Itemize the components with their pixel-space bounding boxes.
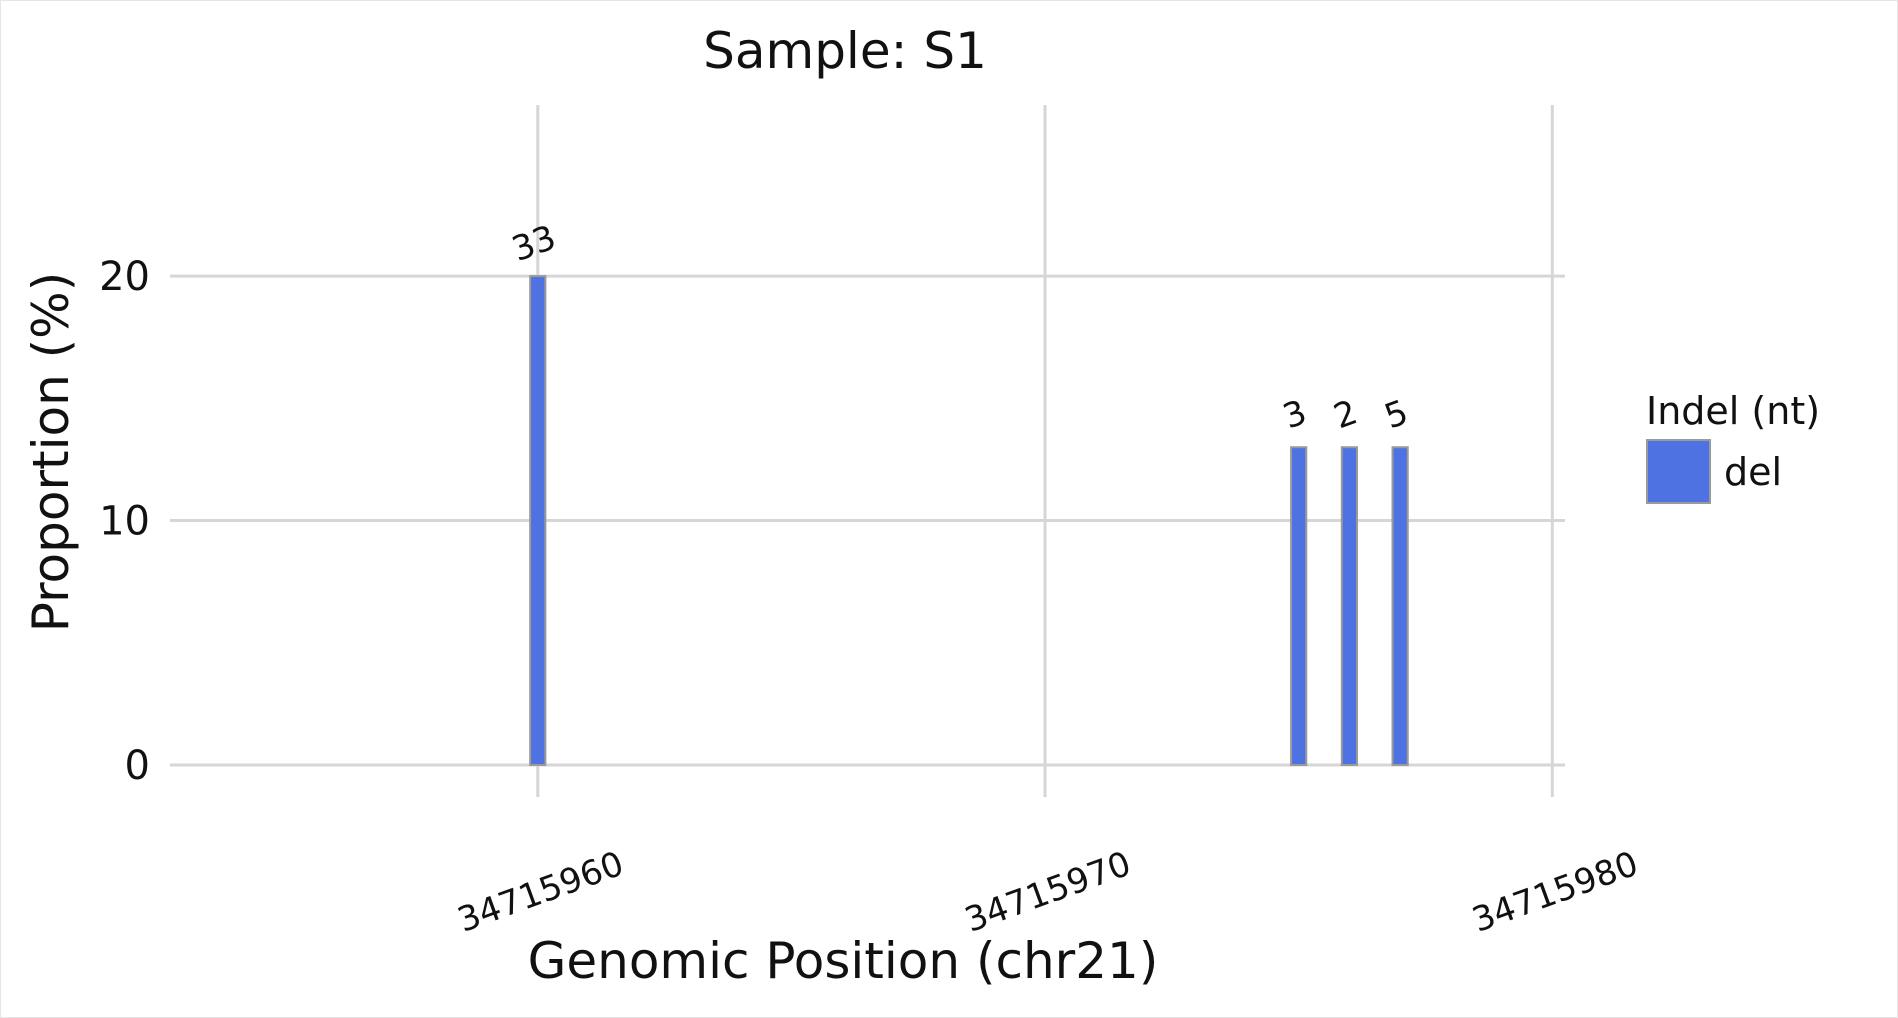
bar-label: 5 — [1379, 392, 1413, 437]
y-tick-label: 0 — [125, 743, 150, 789]
legend-title: Indel (nt) — [1646, 389, 1820, 433]
y-ticks: 0 10 20 — [99, 254, 150, 789]
legend: Indel (nt) del — [1646, 389, 1820, 504]
y-tick-label: 10 — [99, 499, 150, 545]
bar — [529, 275, 547, 766]
x-axis-label: Genomic Position (chr21) — [528, 932, 1159, 990]
bar-label: 33 — [507, 218, 561, 270]
bar-label: 2 — [1329, 392, 1363, 437]
legend-swatch-del — [1646, 439, 1711, 504]
x-tick-label: 34715970 — [960, 844, 1136, 941]
bars — [529, 275, 1409, 766]
x-tick-label: 34715960 — [453, 844, 629, 941]
y-tick-label: 20 — [99, 254, 150, 300]
legend-label-del: del — [1724, 450, 1782, 494]
x-tick-label: 34715980 — [1467, 844, 1643, 941]
bar-labels: 333 2 5 — [507, 218, 1414, 438]
x-ticks: 34715960 34715970 34715980 — [453, 844, 1644, 941]
bar — [1391, 446, 1409, 766]
chart-title: Sample: S1 — [703, 22, 987, 80]
bar — [1340, 446, 1359, 766]
bar-label: 3 — [1278, 392, 1312, 437]
bar — [1290, 446, 1308, 766]
y-axis-label: Proportion (%) — [22, 272, 80, 632]
grid — [170, 105, 1565, 797]
